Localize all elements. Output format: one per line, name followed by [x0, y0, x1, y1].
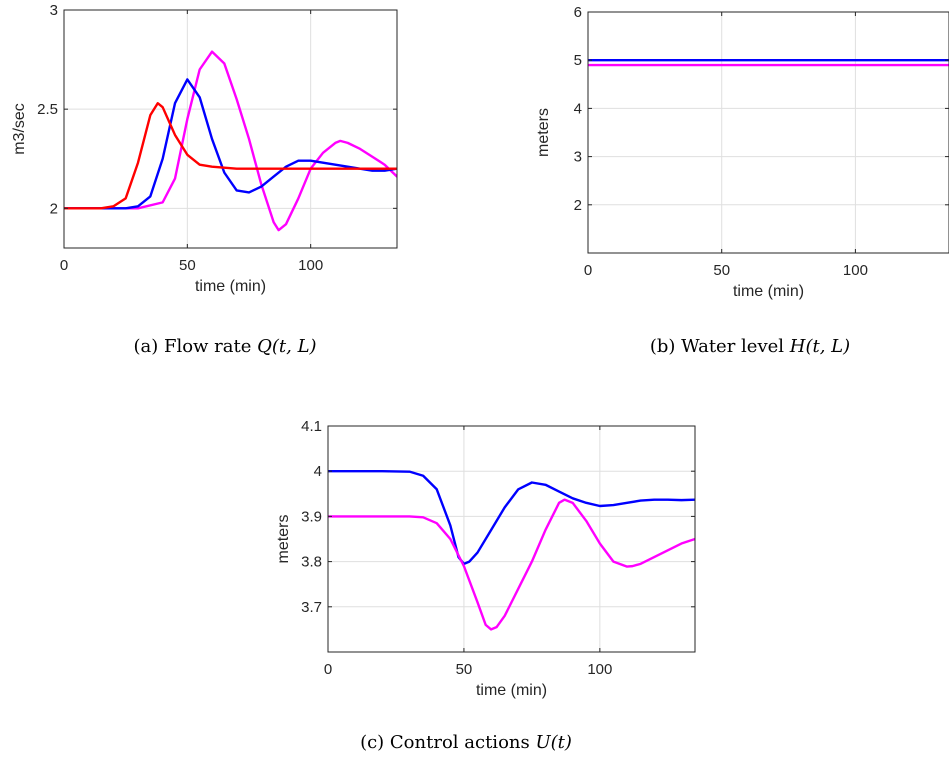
plot-area [64, 10, 397, 248]
y-tick-label: 2 [50, 200, 58, 217]
y-tick-label: 2 [574, 197, 582, 214]
chart-a: 0 50 100 2 2.5 3 time (min) m3/sec (a) Flow rate… [11, 2, 398, 357]
y-tick-label: 4 [314, 463, 322, 480]
x-axis-label: time (min) [733, 283, 804, 300]
caption-text: (b) Water level [650, 336, 790, 357]
y-tick-label: 3.9 [301, 508, 322, 525]
y-tick-label: 2.5 [37, 101, 58, 118]
x-tick-label: 100 [587, 661, 612, 678]
y-axis-label: meters [275, 515, 292, 564]
x-tick-label: 50 [713, 262, 730, 279]
y-axis-label: meters [535, 108, 552, 157]
series-line-2 [64, 78, 397, 210]
caption-math: Q(t, L) [257, 336, 316, 357]
x-tick-label: 0 [324, 661, 332, 678]
y-tick-label: 5 [574, 52, 582, 69]
y-tick-label: 3.7 [301, 599, 322, 616]
series-line-3 [64, 102, 397, 210]
series-line-1 [64, 50, 397, 232]
x-tick-label: 0 [584, 262, 592, 279]
y-tick-label: 3 [574, 149, 582, 166]
y-tick-label: 3 [50, 2, 58, 19]
figure-caption: (b) Water level H(t, L) [650, 336, 850, 357]
x-tick-label: 50 [179, 257, 196, 274]
x-tick-label: 100 [298, 257, 323, 274]
y-tick-label: 6 [574, 4, 582, 21]
series-line-1 [328, 470, 695, 566]
y-tick-label: 3.8 [301, 554, 322, 571]
caption-math: U(t) [535, 732, 571, 753]
caption-math: H(t, L) [789, 336, 850, 357]
chart-b: 0 50 100 2 3 4 5 6 time (min) meters (b) Water lev… [535, 4, 949, 357]
y-tick-label: 4 [574, 100, 582, 117]
figure-caption: (c) Control actions U(t) [360, 732, 572, 753]
figure-caption: (a) Flow rate Q(t, L) [133, 336, 316, 357]
y-tick-label: 4.1 [301, 418, 322, 435]
x-axis-label: time (min) [476, 682, 547, 699]
chart-c: 0 50 100 3.7 3.8 3.9 4 4.1 time (min) meters (c) C… [275, 418, 696, 753]
x-axis-label: time (min) [195, 278, 266, 295]
caption-text: (c) Control actions [360, 732, 535, 753]
plot-area [588, 12, 949, 253]
x-tick-label: 100 [843, 262, 868, 279]
axes-frame [327, 425, 696, 653]
axes-frame [587, 11, 949, 254]
caption-text: (a) Flow rate [133, 336, 257, 357]
x-tick-label: 50 [456, 661, 473, 678]
plot-area [328, 426, 695, 652]
axes-frame [63, 9, 398, 249]
x-tick-label: 0 [60, 257, 68, 274]
series-line-2 [328, 498, 695, 631]
y-axis-label: m3/sec [11, 103, 28, 155]
